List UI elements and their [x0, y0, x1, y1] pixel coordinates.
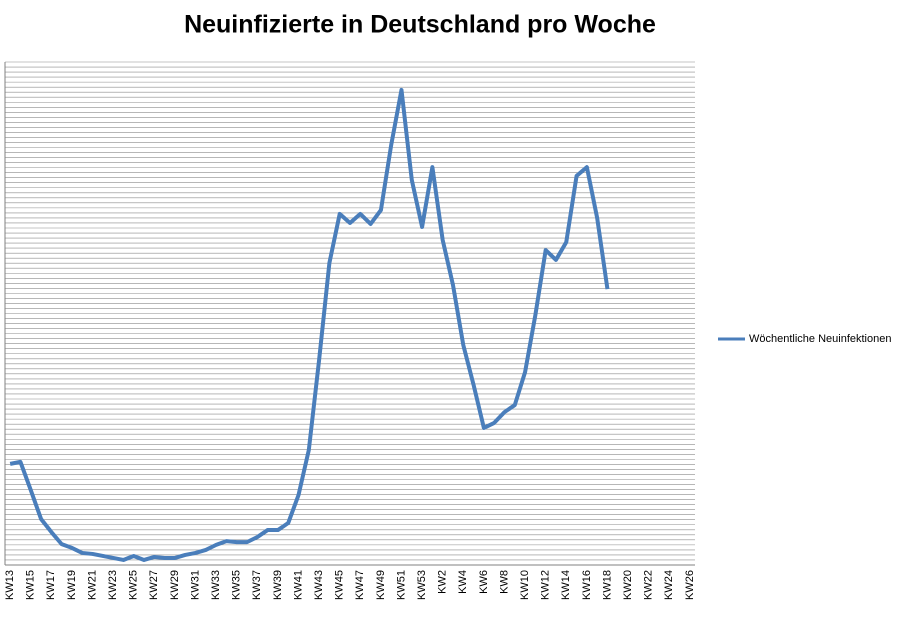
x-tick-label: KW13 — [4, 570, 16, 600]
x-tick-label: KW14 — [560, 570, 572, 600]
x-tick-label: KW53 — [416, 570, 428, 600]
x-tick-label: KW24 — [663, 570, 675, 600]
x-tick-label: KW17 — [45, 570, 57, 600]
x-tick-label: KW8 — [498, 570, 510, 594]
x-tick-label: KW45 — [334, 570, 346, 600]
data-line — [9, 87, 610, 562]
x-tick-label: KW39 — [272, 570, 284, 600]
x-tick-label: KW10 — [519, 570, 531, 600]
legend-label: Wöchentliche Neuinfektionen — [749, 333, 891, 345]
x-tick-label: KW22 — [643, 570, 655, 600]
x-tick-label: KW41 — [292, 570, 304, 600]
x-tick-label: KW33 — [210, 570, 222, 600]
x-tick-label: KW2 — [437, 570, 449, 594]
x-tick-label: KW35 — [231, 570, 243, 600]
x-tick-label: KW15 — [25, 570, 37, 600]
x-tick-label: KW29 — [169, 570, 181, 600]
x-tick-label: KW20 — [622, 570, 634, 600]
x-tick-label: KW43 — [313, 570, 325, 600]
x-tick-label: KW23 — [107, 570, 119, 600]
x-tick-label: KW19 — [66, 570, 78, 600]
x-tick-label: KW27 — [148, 570, 160, 600]
x-tick-label: KW37 — [251, 570, 263, 600]
x-tick-label: KW26 — [684, 570, 696, 600]
x-tick-label: KW21 — [86, 570, 98, 600]
x-tick-label: KW49 — [375, 570, 387, 600]
x-tick-label: KW31 — [189, 570, 201, 600]
x-tick-label: KW25 — [128, 570, 140, 600]
x-tick-label: KW6 — [478, 570, 490, 594]
x-tick-label: KW51 — [395, 570, 407, 600]
x-tick-label: KW12 — [540, 570, 552, 600]
chart-title: Neuinfizierte in Deutschland pro Woche — [184, 11, 656, 39]
x-tick-label: KW4 — [457, 570, 469, 594]
x-tick-label: KW16 — [581, 570, 593, 600]
x-tick-label: KW47 — [354, 570, 366, 600]
x-tick-label: KW18 — [601, 570, 613, 600]
